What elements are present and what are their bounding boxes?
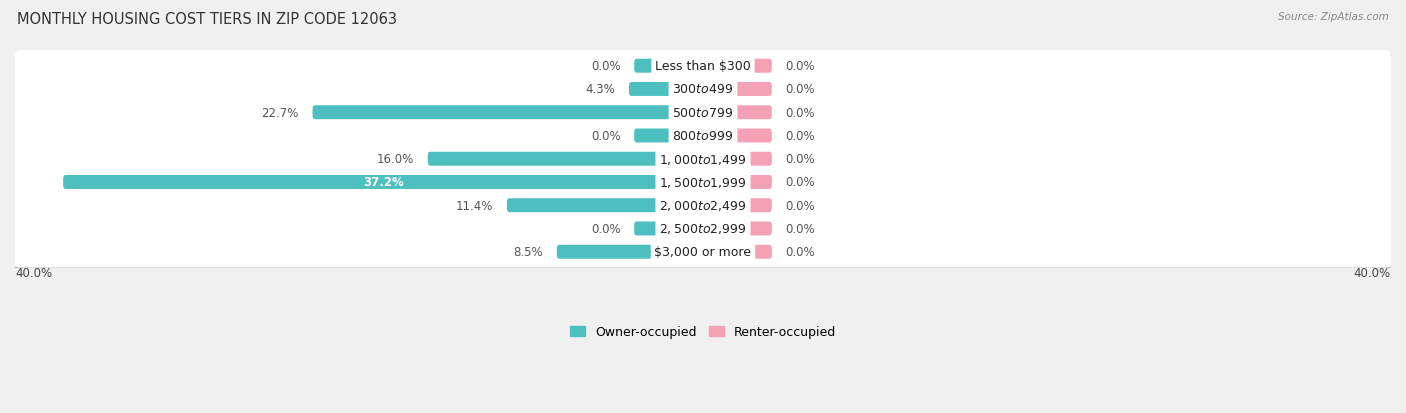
FancyBboxPatch shape — [15, 97, 1391, 129]
FancyBboxPatch shape — [15, 51, 1391, 82]
FancyBboxPatch shape — [703, 129, 772, 143]
FancyBboxPatch shape — [312, 106, 703, 120]
Text: 0.0%: 0.0% — [786, 199, 815, 212]
Text: $300 to $499: $300 to $499 — [672, 83, 734, 96]
Text: 0.0%: 0.0% — [786, 176, 815, 189]
FancyBboxPatch shape — [427, 152, 703, 166]
Text: 0.0%: 0.0% — [786, 130, 815, 142]
FancyBboxPatch shape — [15, 213, 1391, 244]
Text: 40.0%: 40.0% — [15, 266, 52, 280]
FancyBboxPatch shape — [703, 199, 772, 213]
FancyBboxPatch shape — [15, 236, 1391, 268]
Text: $1,000 to $1,499: $1,000 to $1,499 — [659, 152, 747, 166]
FancyBboxPatch shape — [508, 199, 703, 213]
Text: 4.3%: 4.3% — [585, 83, 616, 96]
Text: 0.0%: 0.0% — [786, 246, 815, 259]
Text: $500 to $799: $500 to $799 — [672, 107, 734, 119]
Text: 0.0%: 0.0% — [786, 107, 815, 119]
Text: 0.0%: 0.0% — [591, 223, 620, 235]
Text: 22.7%: 22.7% — [262, 107, 299, 119]
Text: MONTHLY HOUSING COST TIERS IN ZIP CODE 12063: MONTHLY HOUSING COST TIERS IN ZIP CODE 1… — [17, 12, 396, 27]
Text: $1,500 to $1,999: $1,500 to $1,999 — [659, 176, 747, 190]
FancyBboxPatch shape — [63, 176, 703, 190]
FancyBboxPatch shape — [15, 190, 1391, 221]
FancyBboxPatch shape — [703, 245, 772, 259]
Text: 0.0%: 0.0% — [591, 130, 620, 142]
Text: 16.0%: 16.0% — [377, 153, 413, 166]
FancyBboxPatch shape — [703, 222, 772, 236]
Legend: Owner-occupied, Renter-occupied: Owner-occupied, Renter-occupied — [565, 320, 841, 343]
FancyBboxPatch shape — [634, 59, 703, 74]
Text: 11.4%: 11.4% — [456, 199, 494, 212]
Text: 40.0%: 40.0% — [1354, 266, 1391, 280]
FancyBboxPatch shape — [634, 129, 703, 143]
Text: Source: ZipAtlas.com: Source: ZipAtlas.com — [1278, 12, 1389, 22]
Text: 0.0%: 0.0% — [786, 83, 815, 96]
FancyBboxPatch shape — [634, 222, 703, 236]
Text: $800 to $999: $800 to $999 — [672, 130, 734, 142]
FancyBboxPatch shape — [703, 152, 772, 166]
Text: 8.5%: 8.5% — [513, 246, 543, 259]
FancyBboxPatch shape — [703, 59, 772, 74]
FancyBboxPatch shape — [703, 83, 772, 97]
Text: 0.0%: 0.0% — [786, 223, 815, 235]
Text: Less than $300: Less than $300 — [655, 60, 751, 73]
FancyBboxPatch shape — [557, 245, 703, 259]
FancyBboxPatch shape — [15, 167, 1391, 198]
FancyBboxPatch shape — [628, 83, 703, 97]
Text: $2,000 to $2,499: $2,000 to $2,499 — [659, 199, 747, 213]
Text: 0.0%: 0.0% — [786, 153, 815, 166]
FancyBboxPatch shape — [15, 120, 1391, 152]
Text: 0.0%: 0.0% — [591, 60, 620, 73]
FancyBboxPatch shape — [15, 74, 1391, 106]
FancyBboxPatch shape — [703, 176, 772, 190]
Text: $3,000 or more: $3,000 or more — [655, 246, 751, 259]
Text: 0.0%: 0.0% — [786, 60, 815, 73]
Text: $2,500 to $2,999: $2,500 to $2,999 — [659, 222, 747, 236]
FancyBboxPatch shape — [15, 144, 1391, 175]
FancyBboxPatch shape — [703, 106, 772, 120]
Text: 37.2%: 37.2% — [363, 176, 404, 189]
